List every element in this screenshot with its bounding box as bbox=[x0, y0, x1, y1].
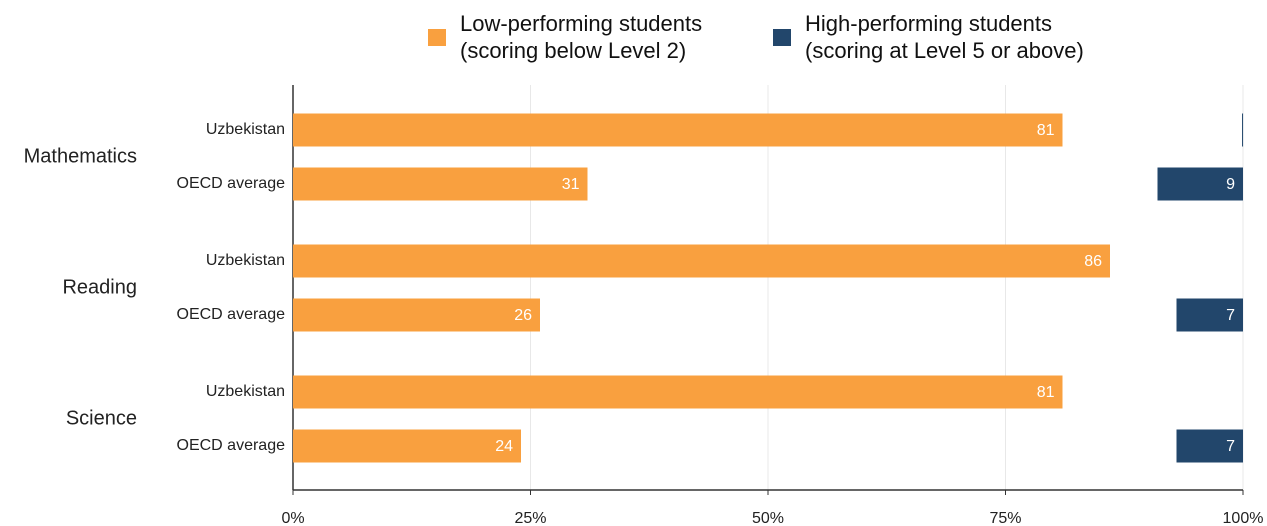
bar bbox=[1176, 429, 1243, 463]
x-tick-label: 100% bbox=[1223, 510, 1264, 526]
category-label: Uzbekistan bbox=[206, 252, 285, 269]
value-label: 31 bbox=[562, 176, 580, 193]
bar bbox=[1157, 167, 1243, 201]
legend-label: Low-performing students (scoring below L… bbox=[460, 11, 703, 63]
bar bbox=[1242, 113, 1244, 147]
group-label: Reading bbox=[62, 276, 137, 298]
legend-swatch bbox=[428, 29, 446, 46]
bar bbox=[293, 375, 1063, 409]
value-label: 81 bbox=[1037, 122, 1055, 139]
bar bbox=[293, 244, 1110, 278]
value-label: 24 bbox=[495, 438, 513, 455]
category-label: Uzbekistan bbox=[206, 383, 285, 400]
category-label: Uzbekistan bbox=[206, 121, 285, 138]
group-label: Science bbox=[66, 407, 137, 429]
bar bbox=[293, 113, 1063, 147]
value-label: 86 bbox=[1084, 253, 1102, 270]
value-label: 26 bbox=[514, 307, 532, 324]
x-tick-label: 75% bbox=[989, 510, 1021, 526]
category-label: OECD average bbox=[177, 306, 286, 323]
x-tick-label: 50% bbox=[752, 510, 784, 526]
legend-swatch bbox=[773, 29, 791, 46]
bar bbox=[293, 167, 588, 201]
x-tick-label: 0% bbox=[281, 510, 304, 526]
legend-label: High-performing students (scoring at Lev… bbox=[805, 11, 1084, 63]
x-tick-label: 25% bbox=[514, 510, 546, 526]
value-label: 7 bbox=[1226, 438, 1235, 455]
bar bbox=[293, 298, 540, 332]
category-label: OECD average bbox=[177, 437, 286, 454]
value-label: 81 bbox=[1037, 384, 1055, 401]
group-label: Mathematics bbox=[24, 145, 137, 167]
category-label: OECD average bbox=[177, 175, 286, 192]
bar bbox=[1176, 298, 1243, 332]
value-label: 9 bbox=[1226, 176, 1235, 193]
bar bbox=[293, 429, 521, 463]
value-label: 7 bbox=[1226, 307, 1235, 324]
